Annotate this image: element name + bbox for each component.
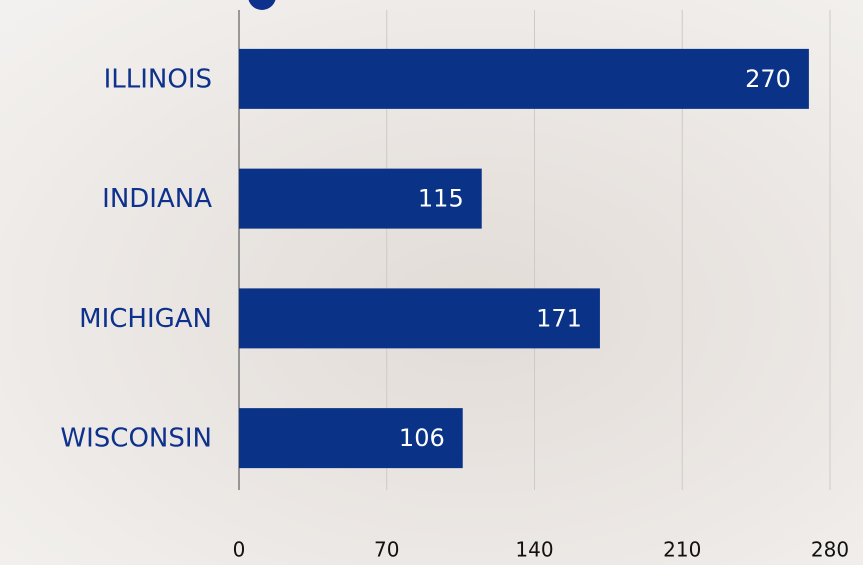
bar (239, 49, 809, 109)
y-tick-label: INDIANA (102, 184, 212, 214)
x-tick-label: 210 (663, 538, 701, 562)
value-label: 270 (745, 65, 791, 93)
x-tick-label: 280 (811, 538, 849, 562)
x-tick-label: 140 (515, 538, 553, 562)
value-label: 106 (399, 424, 445, 452)
y-tick-label: WISCONSIN (60, 424, 212, 454)
x-tick-label: 70 (374, 538, 399, 562)
value-label: 115 (418, 185, 464, 213)
chart: 0 70 140 210 280 ILLINOIS 270 INDIANA 115 MICHIGA… (0, 0, 863, 565)
y-tick-label: ILLINOIS (104, 64, 212, 94)
x-tick-label: 0 (233, 538, 246, 562)
value-label: 171 (536, 304, 582, 332)
y-tick-label: MICHIGAN (79, 304, 212, 334)
